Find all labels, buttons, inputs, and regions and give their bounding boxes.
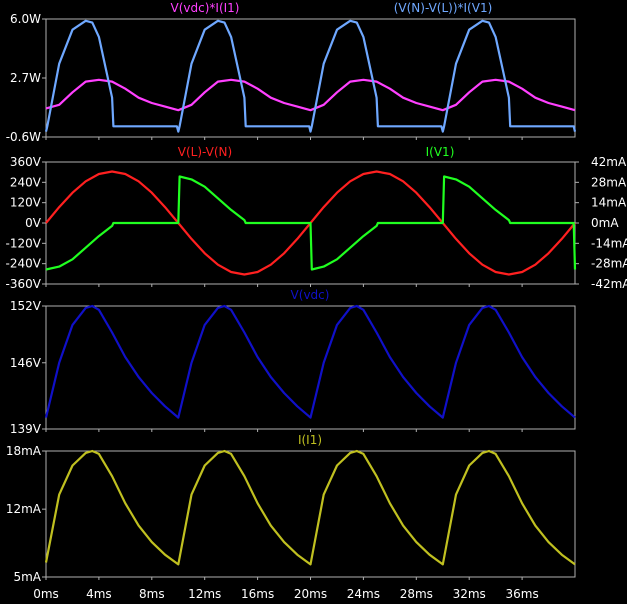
x-tick-label: 8ms <box>139 587 165 601</box>
series-label: (V(N)-V(L))*I(V1) <box>394 1 493 15</box>
y-tick-label: 12mA <box>6 502 42 516</box>
series-label: I(V1) <box>426 145 455 159</box>
series-line[interactable] <box>44 449 576 566</box>
y-tick-label: 120V <box>10 196 42 210</box>
y-tick-label: -360V <box>6 277 42 291</box>
series-label: V(L)-V(N) <box>178 145 232 159</box>
y-tick-label: -240V <box>6 257 42 271</box>
x-tick-label: 36ms <box>505 587 538 601</box>
x-tick-label: 0ms <box>33 587 59 601</box>
y-tick-label-right: 28mA <box>591 175 627 189</box>
y-tick-label: 18mA <box>6 444 42 458</box>
series-line[interactable] <box>44 304 576 419</box>
pane-frame-2 <box>45 305 576 430</box>
y-tick-label: 240V <box>10 175 42 189</box>
y-tick-label: 139V <box>10 422 42 436</box>
y-tick-label: -0.6W <box>6 130 41 144</box>
y-tick-label-right: -42mA <box>591 277 627 291</box>
y-tick-label: 0V <box>25 216 42 230</box>
series-line[interactable] <box>44 19 577 133</box>
x-tick-label: 16ms <box>241 587 274 601</box>
x-tick-label: 20ms <box>294 587 327 601</box>
series-label: V(vdc) <box>291 288 330 302</box>
series-label: I(I1) <box>298 433 322 447</box>
y-tick-label: 2.7W <box>10 71 41 85</box>
y-tick-label: 146V <box>10 356 42 370</box>
y-tick-label-right: -28mA <box>591 257 627 271</box>
x-tick-label: 28ms <box>400 587 433 601</box>
y-tick-label: 5mA <box>13 570 41 584</box>
series-label: V(vdc)*I(I1) <box>171 1 240 15</box>
y-tick-label: 152V <box>10 299 42 313</box>
y-tick-label: 360V <box>10 155 42 169</box>
y-tick-label-right: -14mA <box>591 236 627 250</box>
x-tick-label: 32ms <box>453 587 486 601</box>
series-line[interactable] <box>45 78 576 112</box>
y-tick-label-right: 14mA <box>591 196 627 210</box>
y-tick-label: 6.0W <box>10 12 41 26</box>
x-tick-label: 24ms <box>347 587 380 601</box>
y-tick-label: -120V <box>6 236 42 250</box>
y-tick-label-right: 0mA <box>591 216 619 230</box>
y-tick-label-right: 42mA <box>591 155 627 169</box>
x-tick-label: 4ms <box>86 587 112 601</box>
pane-frame-3 <box>45 450 576 578</box>
x-tick-label: 12ms <box>188 587 221 601</box>
series-line[interactable] <box>45 175 577 271</box>
